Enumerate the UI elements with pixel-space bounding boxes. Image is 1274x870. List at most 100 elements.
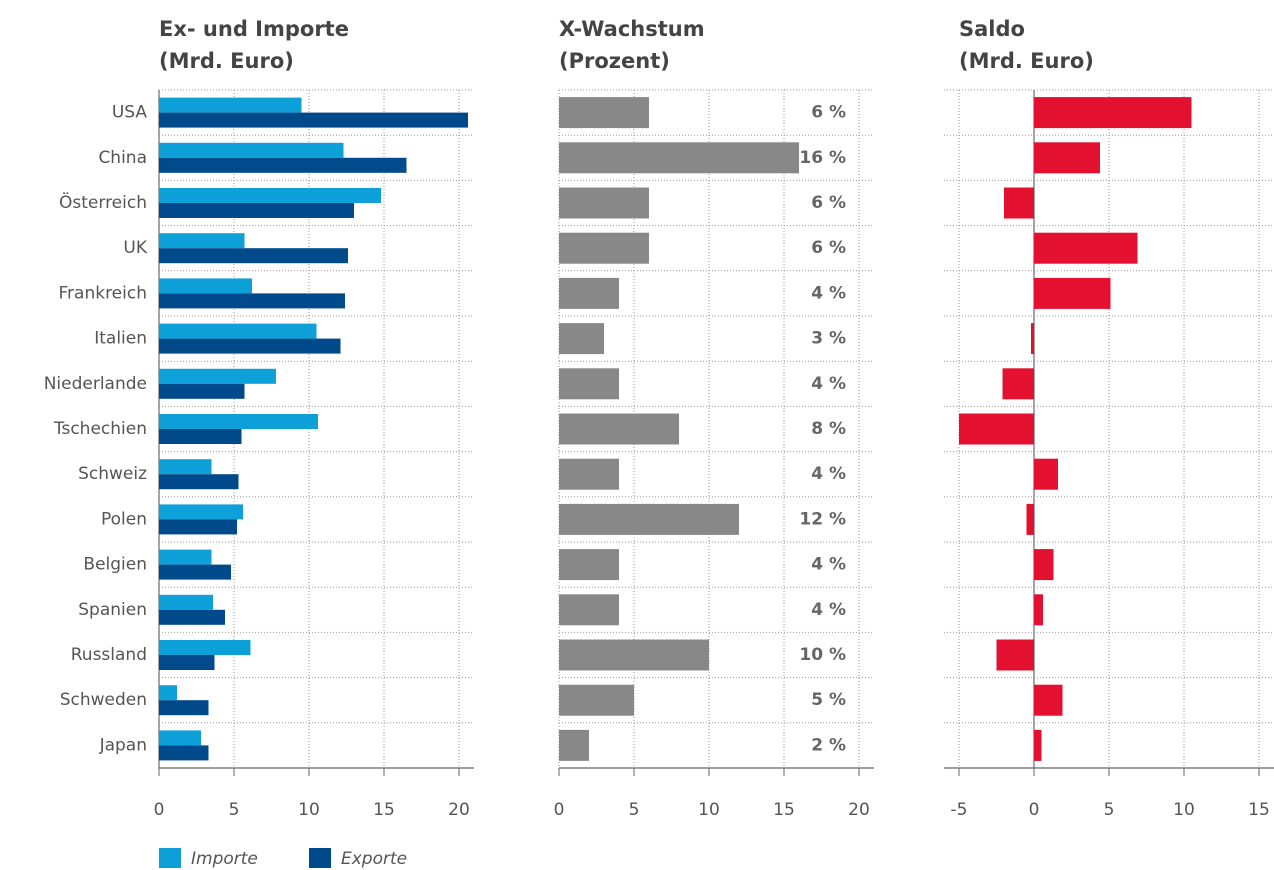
bar <box>159 338 341 354</box>
category-label: UK <box>123 238 147 258</box>
legend-label: Importe <box>191 849 258 869</box>
bar <box>159 459 212 475</box>
bar <box>159 188 381 203</box>
value-label: 2 % <box>811 735 846 755</box>
bar <box>559 323 604 355</box>
bar <box>1034 142 1100 174</box>
bar <box>159 685 177 701</box>
x-tick-label: -5 <box>951 800 968 820</box>
bar <box>159 233 245 249</box>
value-label: 5 % <box>811 690 846 710</box>
bar <box>1034 458 1058 490</box>
chart-title: X-Wachstum <box>559 17 705 41</box>
bar <box>559 97 649 129</box>
category-label: Belgien <box>83 555 147 575</box>
bar <box>1034 729 1042 761</box>
value-label: 6 % <box>811 193 846 213</box>
category-label: Niederlande <box>44 374 147 394</box>
value-label: 6 % <box>811 103 846 123</box>
x-tick-label: 20 <box>848 800 870 820</box>
bar <box>159 323 317 339</box>
bar <box>559 187 649 219</box>
legend-swatch <box>159 848 181 868</box>
value-label: 4 % <box>811 555 846 575</box>
category-label: Polen <box>101 509 147 529</box>
x-tick-label: 15 <box>373 800 395 820</box>
bar <box>159 655 215 670</box>
bar <box>559 684 634 716</box>
value-label: 10 % <box>799 645 846 665</box>
bar <box>559 729 589 761</box>
category-label: Österreich <box>59 191 147 213</box>
category-label: Frankreich <box>59 283 148 303</box>
bar <box>159 97 302 113</box>
value-label: 3 % <box>811 329 846 349</box>
bar <box>159 414 318 429</box>
bar <box>1026 503 1034 535</box>
bar <box>559 368 619 400</box>
x-tick-label: 20 <box>448 800 470 820</box>
x-tick-label: 0 <box>154 800 165 820</box>
x-tick-label: 0 <box>1029 800 1040 820</box>
bar <box>1002 368 1034 400</box>
chart-subtitle: (Prozent) <box>559 49 670 73</box>
bar <box>159 564 231 580</box>
chart-subtitle: (Mrd. Euro) <box>959 49 1094 73</box>
value-label: 4 % <box>811 464 846 484</box>
bar <box>159 700 209 716</box>
bar <box>159 504 243 520</box>
bar <box>559 549 619 581</box>
category-label: Russland <box>71 645 147 665</box>
x-tick-label: 10 <box>1173 800 1195 820</box>
category-label: Japan <box>99 735 147 755</box>
value-label: 12 % <box>799 509 846 529</box>
bar <box>159 474 239 490</box>
bar <box>159 157 407 173</box>
bar <box>159 248 348 264</box>
bar <box>559 639 709 671</box>
chart-subtitle: (Mrd. Euro) <box>159 49 294 73</box>
x-tick-label: 5 <box>1104 800 1115 820</box>
bar <box>559 142 799 174</box>
bar <box>159 549 212 565</box>
bar <box>1034 97 1192 129</box>
x-tick-label: 15 <box>773 800 795 820</box>
bar <box>1034 549 1054 581</box>
bar <box>559 277 619 309</box>
bar <box>159 368 276 384</box>
x-tick-label: 15 <box>1248 800 1270 820</box>
bar <box>159 142 344 158</box>
bar <box>159 594 213 610</box>
x-tick-label: 0 <box>554 800 565 820</box>
bar <box>1034 232 1138 264</box>
value-label: 16 % <box>799 148 846 168</box>
bar <box>559 458 619 490</box>
bar <box>159 745 209 761</box>
value-label: 4 % <box>811 374 846 394</box>
bar <box>559 413 679 445</box>
bar <box>559 594 619 626</box>
bar <box>159 112 468 128</box>
bar <box>1004 187 1034 219</box>
legend-label: Exporte <box>341 849 407 869</box>
x-tick-label: 5 <box>629 800 640 820</box>
bar <box>1034 594 1043 626</box>
bar <box>159 383 245 399</box>
bar <box>159 293 345 309</box>
value-label: 8 % <box>811 419 846 439</box>
bar <box>996 639 1034 671</box>
bar <box>1031 323 1034 355</box>
category-label: USA <box>112 103 148 123</box>
value-label: 6 % <box>811 238 846 258</box>
x-tick-label: 5 <box>229 800 240 820</box>
bar <box>159 730 201 746</box>
legend-swatch <box>309 848 331 868</box>
category-label: Italien <box>94 329 147 349</box>
bar <box>159 203 354 218</box>
bar <box>159 429 242 444</box>
category-label: Tschechien <box>53 419 147 439</box>
x-tick-label: 10 <box>698 800 720 820</box>
value-label: 4 % <box>811 283 846 303</box>
category-label: Schweiz <box>78 464 147 484</box>
